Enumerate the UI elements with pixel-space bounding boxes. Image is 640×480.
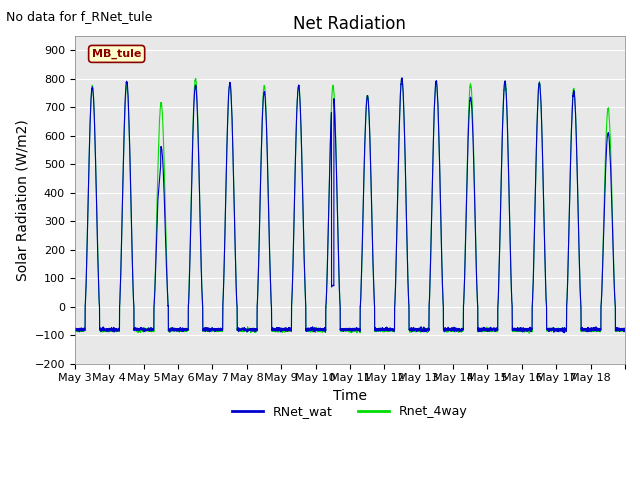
RNet_wat bbox=[501, 78, 509, 84]
RNet_wat bbox=[561, 330, 568, 336]
Rnet_4way bbox=[528, 329, 536, 335]
RNet_wat bbox=[528, 326, 536, 332]
Line: RNet_wat: RNet_wat bbox=[75, 78, 625, 333]
RNet_wat bbox=[400, 107, 408, 112]
RNet_wat bbox=[185, 293, 193, 299]
Y-axis label: Solar Radiation (W/m2): Solar Radiation (W/m2) bbox=[15, 119, 29, 281]
Text: No data for f_RNet_tule: No data for f_RNet_tule bbox=[6, 10, 153, 23]
Rnet_4way bbox=[525, 330, 533, 336]
Legend: RNet_wat, Rnet_4way: RNet_wat, Rnet_4way bbox=[227, 400, 473, 423]
Rnet_4way bbox=[398, 75, 406, 81]
Rnet_4way bbox=[621, 326, 629, 332]
Text: MB_tule: MB_tule bbox=[92, 49, 141, 59]
Rnet_4way bbox=[400, 107, 408, 112]
RNet_wat bbox=[71, 326, 79, 332]
RNet_wat bbox=[398, 75, 406, 81]
Rnet_4way bbox=[185, 292, 193, 298]
Rnet_4way bbox=[371, 298, 378, 303]
Rnet_4way bbox=[542, 298, 550, 304]
Title: Net Radiation: Net Radiation bbox=[294, 15, 406, 33]
RNet_wat bbox=[371, 297, 378, 303]
RNet_wat bbox=[542, 296, 550, 301]
RNet_wat bbox=[621, 327, 629, 333]
X-axis label: Time: Time bbox=[333, 389, 367, 403]
Rnet_4way bbox=[501, 79, 509, 85]
Line: Rnet_4way: Rnet_4way bbox=[75, 78, 625, 333]
Rnet_4way bbox=[71, 327, 79, 333]
